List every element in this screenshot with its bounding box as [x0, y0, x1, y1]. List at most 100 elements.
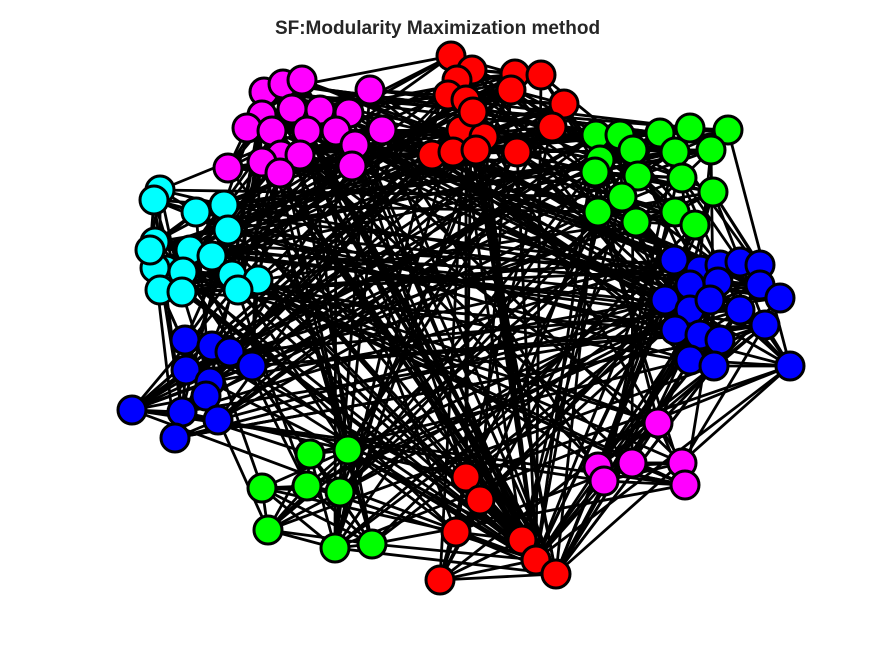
graph-edge	[347, 448, 537, 562]
graph-node	[166, 276, 198, 308]
graph-edge	[534, 334, 702, 561]
graph-node	[525, 59, 557, 91]
graph-node	[212, 152, 244, 184]
graph-node	[679, 209, 711, 241]
graph-edge	[195, 210, 701, 272]
graph-node	[169, 324, 201, 356]
graph-edge	[154, 266, 557, 576]
graph-node	[617, 134, 649, 166]
graph-edge	[257, 279, 537, 561]
graph-node	[616, 447, 648, 479]
graph-edge	[299, 153, 659, 425]
graph-node	[464, 484, 496, 516]
graph-node	[712, 114, 744, 146]
graph-node	[495, 74, 527, 106]
graph-node	[606, 181, 638, 213]
graph-edge	[229, 308, 741, 354]
graph-node	[336, 150, 368, 182]
graph-node	[669, 469, 701, 501]
graph-node	[704, 324, 736, 356]
graph-edge	[305, 130, 468, 478]
graph-node	[579, 156, 611, 188]
graph-edge	[471, 111, 538, 561]
graph-node	[460, 134, 492, 166]
graph-node	[622, 160, 654, 192]
graph-node	[354, 74, 386, 106]
graph-edge	[371, 542, 537, 562]
graph-node	[764, 282, 796, 314]
graph-nodes	[116, 40, 806, 596]
graph-node	[501, 136, 533, 168]
graph-edge	[534, 74, 543, 561]
graph-edge	[149, 248, 557, 576]
graph-node	[332, 434, 364, 466]
graph-edge	[534, 211, 677, 561]
graph-node	[116, 394, 148, 426]
graph-node	[424, 564, 456, 596]
graph-node	[236, 350, 268, 382]
graph-node	[749, 309, 781, 341]
graph-edge	[261, 448, 349, 490]
graph-node	[674, 112, 706, 144]
graph-node	[319, 532, 351, 564]
graph-edge	[347, 112, 558, 575]
graph-node	[620, 206, 652, 238]
graph-edge	[478, 284, 692, 501]
graph-edge	[333, 171, 597, 549]
graph-node	[540, 558, 572, 590]
graph-node	[536, 111, 568, 143]
graph-node	[588, 465, 620, 497]
graph-node	[440, 516, 472, 548]
graph-node	[666, 162, 698, 194]
graph-node	[774, 350, 806, 382]
graph-edge	[334, 364, 791, 550]
graph-edge	[516, 151, 666, 301]
graph-node	[294, 438, 326, 470]
graph-node	[286, 64, 318, 96]
graph-edge	[210, 345, 264, 489]
graph-node	[246, 472, 278, 504]
graph-node	[659, 314, 691, 346]
graph-node	[134, 234, 166, 266]
graph-node	[202, 404, 234, 436]
graph-node	[284, 139, 316, 171]
graph-node	[582, 196, 614, 228]
graph-edge	[464, 126, 554, 478]
graph-edge	[515, 151, 538, 561]
graph-title: SF:Modularity Maximization method	[274, 18, 601, 39]
graph-node	[212, 214, 244, 246]
graph-edge	[347, 448, 457, 534]
graph-node	[138, 184, 170, 216]
graph-node	[252, 514, 284, 546]
graph-node	[724, 294, 756, 326]
graph-node	[659, 136, 691, 168]
graph-edge	[305, 130, 558, 575]
graph-edge	[267, 528, 373, 546]
graph-edge	[596, 211, 687, 486]
graph-edge	[333, 55, 453, 549]
graph-node	[196, 240, 228, 272]
graph-edge	[260, 114, 538, 561]
graph-node	[450, 461, 482, 493]
graph-node	[190, 380, 222, 412]
graph-node	[356, 528, 388, 560]
graph-edge	[369, 88, 691, 130]
graph-node	[698, 350, 730, 382]
graph-node	[208, 189, 240, 221]
graph-node	[642, 407, 674, 439]
graph-node	[291, 470, 323, 502]
graph-node	[694, 284, 726, 316]
graph-edge	[459, 129, 524, 541]
graph-node	[159, 422, 191, 454]
graph-node	[264, 157, 296, 189]
graph-edge	[318, 109, 538, 561]
graph-edge	[534, 211, 600, 561]
graph-node	[180, 196, 212, 228]
graph-edge	[534, 224, 697, 561]
graph-edge	[353, 144, 538, 561]
graph-edge	[680, 177, 742, 263]
graph-node	[214, 336, 246, 368]
graph-edge	[195, 110, 474, 214]
